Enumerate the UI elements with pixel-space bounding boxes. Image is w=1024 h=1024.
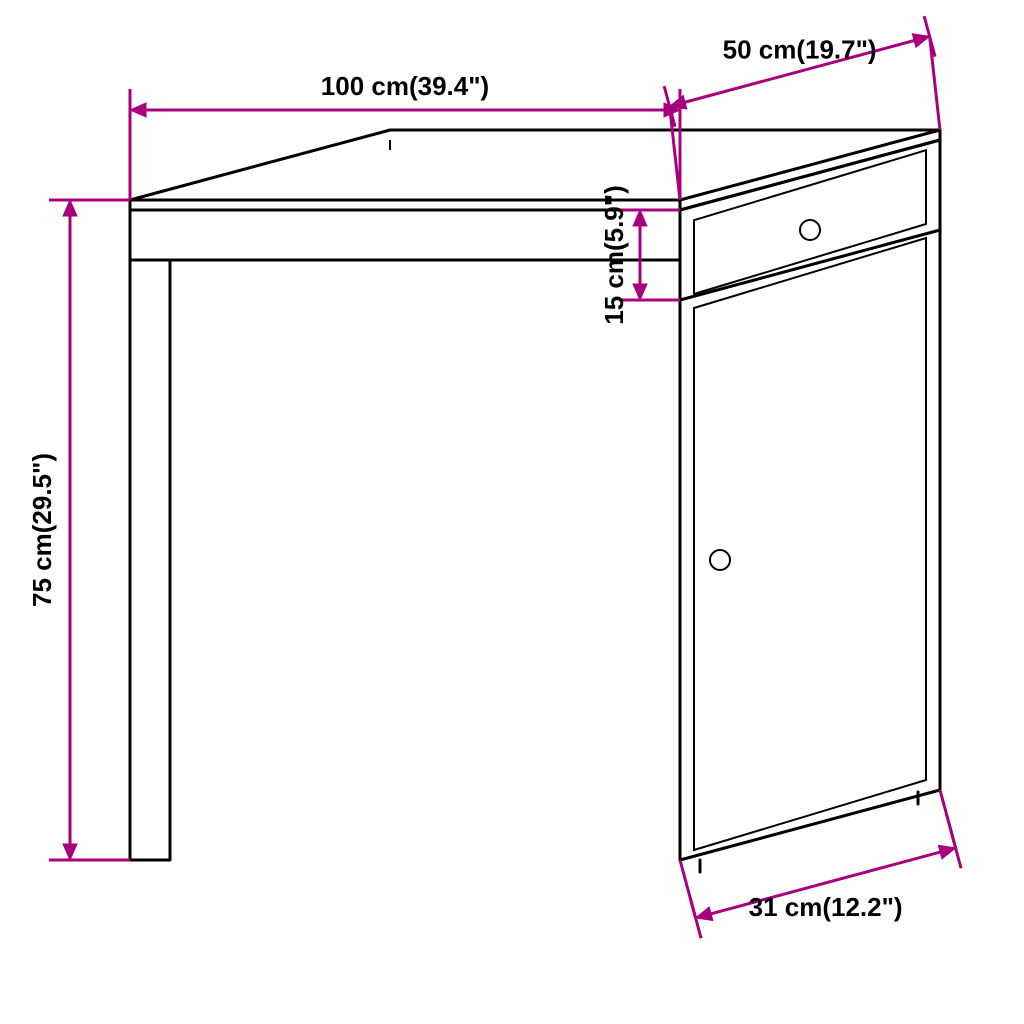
- dim-cabinet-width-label: 31 cm(12.2"): [749, 892, 903, 922]
- desk-dimension-diagram: 100 cm(39.4") 50 cm(19.7") 75 cm(29.5") 15 …: [0, 0, 1024, 1024]
- dimension-annotations: 100 cm(39.4") 50 cm(19.7") 75 cm(29.5") 15 …: [27, 16, 961, 938]
- dim-drawer-height-label: 15 cm(5.9"): [599, 185, 629, 325]
- door-knob-icon: [710, 550, 730, 570]
- dim-drawer-height: 15 cm(5.9"): [599, 185, 661, 325]
- drawer-knob-icon: [800, 220, 820, 240]
- dim-depth: 50 cm(19.7"): [664, 16, 935, 127]
- dim-width: 100 cm(39.4"): [130, 71, 680, 131]
- dim-width-label: 100 cm(39.4"): [321, 71, 489, 101]
- dim-depth-label: 50 cm(19.7"): [723, 34, 877, 64]
- dim-cabinet-width: 31 cm(12.2"): [690, 828, 961, 939]
- desk-outline: [130, 130, 940, 872]
- dim-height: 75 cm(29.5"): [27, 200, 91, 860]
- dim-height-label: 75 cm(29.5"): [27, 453, 57, 607]
